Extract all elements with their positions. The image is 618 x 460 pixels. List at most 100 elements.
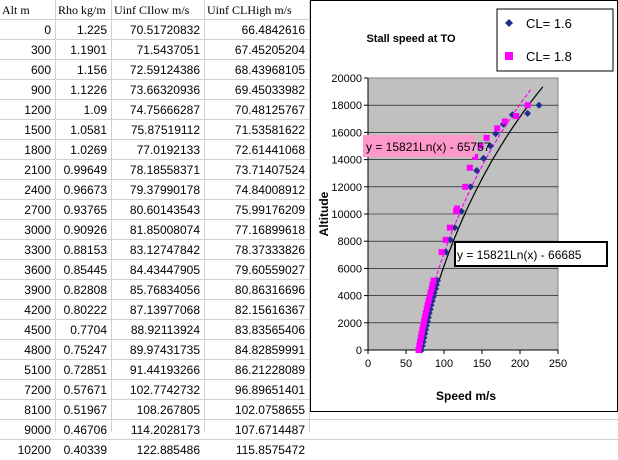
table-cell[interactable]: 80.60143543 — [129, 203, 200, 217]
table-cell[interactable]: 1.09 — [83, 103, 107, 117]
table-cell[interactable]: 83.83565406 — [234, 323, 305, 337]
chart-object[interactable]: 0 2000 4000 6000 8000 10000 12000 14000 16000 180… — [310, 0, 618, 412]
table-cell[interactable]: 5100 — [24, 363, 51, 377]
table-cell[interactable]: 900 — [30, 83, 51, 97]
table-cell[interactable]: 80.86316696 — [234, 283, 305, 297]
table-cell[interactable]: 0.96673 — [63, 183, 107, 197]
table-cell[interactable]: 1.0269 — [70, 143, 107, 157]
table-cell[interactable]: 0.80222 — [63, 303, 107, 317]
table-cell[interactable]: 0.85445 — [63, 263, 107, 277]
table-cell[interactable]: 91.44193266 — [129, 363, 200, 377]
table-cell[interactable]: 72.61441068 — [234, 143, 305, 157]
x-tick-label: 250 — [549, 358, 567, 370]
table-cell[interactable]: 300 — [30, 43, 51, 57]
table-cell[interactable]: 71.5437051 — [136, 43, 200, 57]
table-cell[interactable]: 1200 — [24, 103, 51, 117]
table-cell[interactable]: 74.84008912 — [234, 183, 305, 197]
table-cell[interactable]: 107.6714487 — [234, 423, 305, 437]
table-cell[interactable]: 77.16899618 — [234, 223, 305, 237]
data-point-cl16 — [433, 277, 441, 285]
table-cell[interactable]: 122.885486 — [136, 443, 200, 457]
header-cell[interactable]: Rho kg/m — [58, 3, 106, 17]
table-cell[interactable]: 73.71407524 — [234, 163, 305, 177]
table-cell[interactable]: 74.75666287 — [129, 103, 200, 117]
table-cell[interactable]: 0.99649 — [63, 163, 107, 177]
table-cell[interactable]: 67.45205204 — [234, 43, 305, 57]
table-cell[interactable]: 78.18558371 — [129, 163, 200, 177]
table-cell[interactable]: 78.37333826 — [234, 243, 305, 257]
table-cell[interactable]: 1.225 — [76, 23, 107, 37]
table-cell[interactable]: 102.0758655 — [234, 403, 305, 417]
table-cell[interactable]: 75.99176209 — [234, 203, 305, 217]
table-cell[interactable]: 0.82808 — [63, 283, 107, 297]
table-cell[interactable]: 9000 — [24, 423, 51, 437]
header-cell[interactable]: Alt m — [2, 3, 30, 17]
table-cell[interactable]: 114.2028173 — [130, 423, 200, 437]
table-cell[interactable]: 0.7704 — [70, 323, 107, 337]
table-cell[interactable]: 79.60559027 — [234, 263, 305, 277]
table-cell[interactable]: 600 — [30, 63, 51, 77]
table-cell[interactable]: 66.4842616 — [241, 23, 305, 37]
table-cell[interactable]: 1.1901 — [70, 43, 107, 57]
table-cell[interactable]: 88.92113924 — [130, 323, 200, 337]
header-cell[interactable]: Uinf CLHigh m/s — [207, 3, 292, 17]
table-cell[interactable]: 4500 — [24, 323, 51, 337]
table-cell[interactable]: 10200 — [17, 443, 51, 457]
table-cell[interactable]: 7200 — [24, 383, 51, 397]
table-cell[interactable]: 89.97431735 — [129, 343, 200, 357]
table-cell[interactable]: 0.72851 — [63, 363, 107, 377]
legend-marker-cl18 — [505, 52, 513, 60]
table-cell[interactable]: 75.87519112 — [130, 123, 200, 137]
table-cell[interactable]: 0.51967 — [63, 403, 107, 417]
table-cell[interactable]: 79.37990178 — [129, 183, 200, 197]
table-cell[interactable]: 3300 — [24, 243, 51, 257]
table-cell[interactable]: 73.66320936 — [129, 83, 200, 97]
table-cell[interactable]: 85.76834056 — [129, 283, 200, 297]
table-cell[interactable]: 77.0192133 — [136, 143, 200, 157]
table-cell[interactable]: 84.82859991 — [234, 343, 305, 357]
table-cell[interactable]: 0.93765 — [63, 203, 107, 217]
table-cell[interactable]: 102.7742732 — [129, 383, 200, 397]
table-cell[interactable]: 86.21228089 — [234, 363, 305, 377]
table-cell[interactable]: 1.1226 — [70, 83, 107, 97]
table-cell[interactable]: 82.15616367 — [234, 303, 305, 317]
table-cell[interactable]: 3000 — [24, 223, 51, 237]
table-cell[interactable]: 1.0581 — [70, 123, 107, 137]
table-cell[interactable]: 0.90926 — [63, 223, 107, 237]
table-cell[interactable]: 2100 — [24, 163, 51, 177]
row-gridline — [0, 359, 618, 360]
table-cell[interactable]: 71.53581622 — [234, 123, 305, 137]
chart-svg: 0200040006000800010000120001400016000180… — [317, 8, 614, 403]
data-point-cl18 — [483, 134, 490, 141]
table-cell[interactable]: 72.59124386 — [129, 63, 200, 77]
table-cell[interactable]: 84.43447905 — [129, 263, 200, 277]
table-cell[interactable]: 70.48125767 — [234, 103, 305, 117]
table-cell[interactable]: 2700 — [24, 203, 51, 217]
table-cell[interactable]: 0.40339 — [63, 443, 107, 457]
table-cell[interactable]: 87.13977068 — [129, 303, 200, 317]
data-point-cl18 — [438, 249, 445, 256]
table-cell[interactable]: 8100 — [24, 403, 51, 417]
table-cell[interactable]: 1800 — [24, 143, 51, 157]
table-cell[interactable]: 0 — [44, 23, 51, 37]
header-cell[interactable]: Uinf CIlow m/s — [114, 3, 190, 17]
table-cell[interactable]: 4200 — [24, 303, 51, 317]
table-cell[interactable]: 83.12747842 — [129, 243, 200, 257]
table-cell[interactable]: 1.156 — [76, 63, 107, 77]
table-cell[interactable]: 3900 — [24, 283, 51, 297]
table-cell[interactable]: 0.88153 — [63, 243, 107, 257]
table-cell[interactable]: 70.51720832 — [129, 23, 200, 37]
table-cell[interactable]: 96.89651401 — [234, 383, 305, 397]
table-cell[interactable]: 68.43968105 — [234, 63, 305, 77]
table-cell[interactable]: 108.267805 — [136, 403, 200, 417]
table-cell[interactable]: 0.75247 — [63, 343, 107, 357]
table-cell[interactable]: 69.45033982 — [234, 83, 305, 97]
table-cell[interactable]: 4800 — [24, 343, 51, 357]
table-cell[interactable]: 3600 — [24, 263, 51, 277]
table-cell[interactable]: 0.57671 — [63, 383, 107, 397]
table-cell[interactable]: 81.85008074 — [129, 223, 200, 237]
table-cell[interactable]: 1500 — [24, 123, 51, 137]
table-cell[interactable]: 0.46706 — [63, 423, 107, 437]
table-cell[interactable]: 2400 — [24, 183, 51, 197]
table-cell[interactable]: 115.8575472 — [235, 443, 305, 457]
